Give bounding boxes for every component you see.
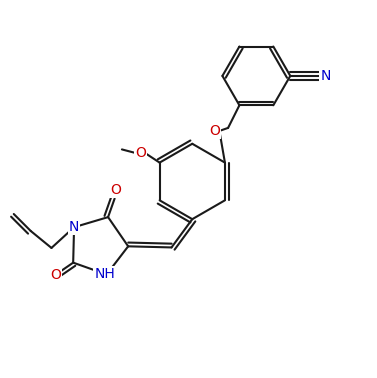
Text: O: O xyxy=(50,268,61,282)
Text: O: O xyxy=(135,146,146,160)
Text: NH: NH xyxy=(94,268,115,282)
Text: N: N xyxy=(320,69,331,83)
Text: O: O xyxy=(110,183,121,197)
Text: O: O xyxy=(210,124,220,138)
Text: N: N xyxy=(69,220,79,234)
